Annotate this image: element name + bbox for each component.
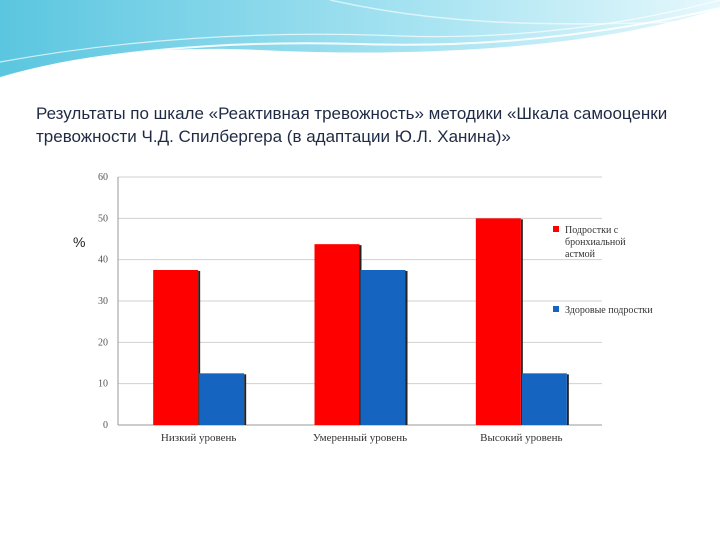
- bar-healthy: [199, 373, 245, 425]
- legend-label: Здоровые подростки: [565, 305, 653, 316]
- x-category-label: Низкий уровень: [161, 432, 236, 444]
- bar-asthma: [475, 218, 521, 425]
- y-axis-ticks: 0 10 20 30 40 50 60: [98, 172, 108, 431]
- x-category-label: Высокий уровень: [480, 432, 562, 444]
- y-tick-label: 0: [103, 420, 108, 431]
- legend-swatch: [553, 306, 559, 312]
- y-axis-label: %: [73, 234, 85, 250]
- x-category-label: Умеренный уровень: [313, 432, 407, 444]
- header-wave-decoration: [0, 0, 720, 79]
- bar-shadow: [566, 374, 569, 425]
- bar-shadow: [244, 374, 247, 425]
- legend-swatch: [553, 226, 559, 232]
- bar-asthma: [153, 270, 199, 425]
- legend-label: бронхиальной: [565, 237, 626, 248]
- chart-bars: [153, 218, 569, 425]
- bar-healthy: [521, 373, 567, 425]
- bar-shadow: [520, 219, 523, 425]
- bar-shadow: [198, 271, 201, 425]
- y-tick-label: 50: [98, 213, 108, 224]
- legend-label: Подростки с: [565, 225, 619, 236]
- slide-title: Результаты по шкале «Реактивная тревожно…: [36, 104, 668, 146]
- y-tick-label: 40: [98, 255, 108, 266]
- y-tick-label: 20: [98, 337, 108, 348]
- legend-label: астмой: [565, 249, 596, 260]
- y-tick-label: 30: [98, 296, 108, 307]
- y-tick-label: 10: [98, 379, 108, 390]
- bar-healthy: [360, 270, 406, 425]
- x-axis-categories: Низкий уровень Умеренный уровень Высокий у…: [161, 432, 563, 444]
- bar-asthma: [314, 244, 360, 425]
- y-tick-label: 60: [98, 172, 108, 183]
- bar-shadow: [405, 271, 408, 425]
